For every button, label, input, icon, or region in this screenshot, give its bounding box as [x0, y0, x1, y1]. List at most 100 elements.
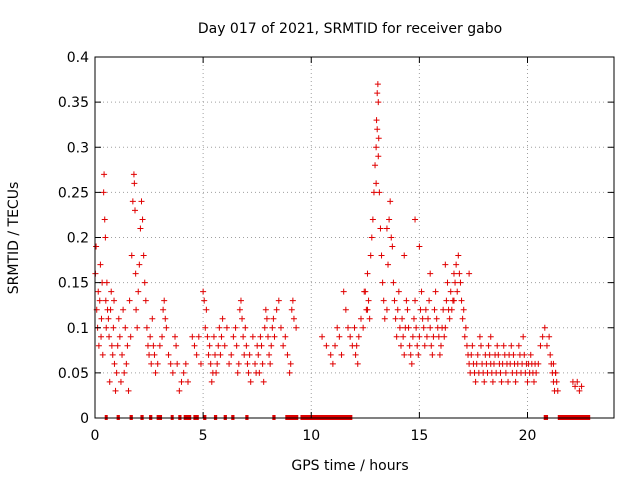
data-point [375, 135, 382, 142]
data-point [554, 387, 561, 394]
data-point [456, 270, 463, 277]
axis-ticks [94, 56, 614, 419]
data-point [180, 369, 187, 376]
data-point [117, 378, 124, 385]
data-point [111, 297, 118, 304]
data-point [128, 252, 135, 259]
y-tick-label: 0.1 [67, 321, 89, 337]
data-point [422, 306, 429, 313]
data-point [127, 333, 134, 340]
data-point [203, 306, 210, 313]
data-point [450, 270, 457, 277]
data-point [413, 324, 420, 331]
data-point [369, 216, 376, 223]
data-point [273, 306, 280, 313]
data-point [444, 279, 451, 286]
data-point [95, 342, 102, 349]
data-point [360, 324, 367, 331]
data-point [552, 369, 559, 376]
data-point [410, 315, 417, 322]
data-point [459, 315, 466, 322]
data-point [241, 351, 248, 358]
data-point [113, 369, 120, 376]
data-point [396, 324, 403, 331]
data-point [428, 342, 435, 349]
data-point [255, 351, 262, 358]
data-point [293, 324, 300, 331]
data-point [119, 351, 126, 358]
data-point [138, 198, 145, 205]
data-point [167, 360, 174, 367]
data-point [266, 351, 273, 358]
data-point [139, 216, 146, 223]
data-point [443, 297, 450, 304]
data-point [376, 189, 383, 196]
data-point [485, 342, 492, 349]
data-point [340, 288, 347, 295]
data-point [237, 297, 244, 304]
data-point [347, 333, 354, 340]
data-point [404, 306, 411, 313]
data-point [521, 351, 528, 358]
data-point [246, 351, 253, 358]
y-tick-label: 0.25 [58, 185, 89, 201]
data-point [215, 342, 222, 349]
data-point [103, 324, 110, 331]
data-point [161, 297, 168, 304]
data-point [147, 333, 154, 340]
data-point [373, 144, 380, 151]
data-point [124, 342, 131, 349]
y-tick-label: 0.35 [58, 95, 89, 111]
data-point [319, 333, 326, 340]
data-point [489, 378, 496, 385]
data-point [108, 342, 115, 349]
data-point [452, 279, 459, 286]
data-point [374, 90, 381, 97]
data-point [541, 324, 548, 331]
data-point [141, 279, 148, 286]
data-point [239, 315, 246, 322]
data-point [419, 315, 426, 322]
data-point [487, 333, 494, 340]
data-point [432, 288, 439, 295]
data-point [154, 360, 161, 367]
data-point [125, 387, 132, 394]
y-tick-label: 0.05 [58, 366, 89, 382]
data-point [458, 297, 465, 304]
data-point [373, 180, 380, 187]
data-point [403, 297, 410, 304]
data-point [263, 315, 270, 322]
data-point [414, 342, 421, 349]
data-point [233, 342, 240, 349]
data-point [412, 216, 419, 223]
data-point [453, 261, 460, 268]
data-point [200, 288, 207, 295]
data-point [450, 297, 457, 304]
data-point [208, 378, 215, 385]
data-point [288, 306, 295, 313]
data-point [103, 279, 110, 286]
data-point [99, 351, 106, 358]
data-point [289, 297, 296, 304]
data-point [405, 324, 412, 331]
data-point [379, 279, 386, 286]
data-point [367, 252, 374, 259]
data-point [178, 378, 185, 385]
data-point [116, 333, 123, 340]
data-point [572, 383, 579, 390]
data-point [152, 369, 159, 376]
data-point [148, 360, 155, 367]
data-point [474, 351, 481, 358]
data-point [455, 252, 462, 259]
data-point [93, 243, 100, 250]
data-point [355, 333, 362, 340]
data-point [160, 306, 167, 313]
data-point [498, 378, 505, 385]
data-point [543, 342, 550, 349]
data-point [440, 306, 447, 313]
data-point [165, 351, 172, 358]
data-point [95, 288, 102, 295]
data-point [426, 297, 433, 304]
data-point [401, 351, 408, 358]
data-point [354, 360, 361, 367]
